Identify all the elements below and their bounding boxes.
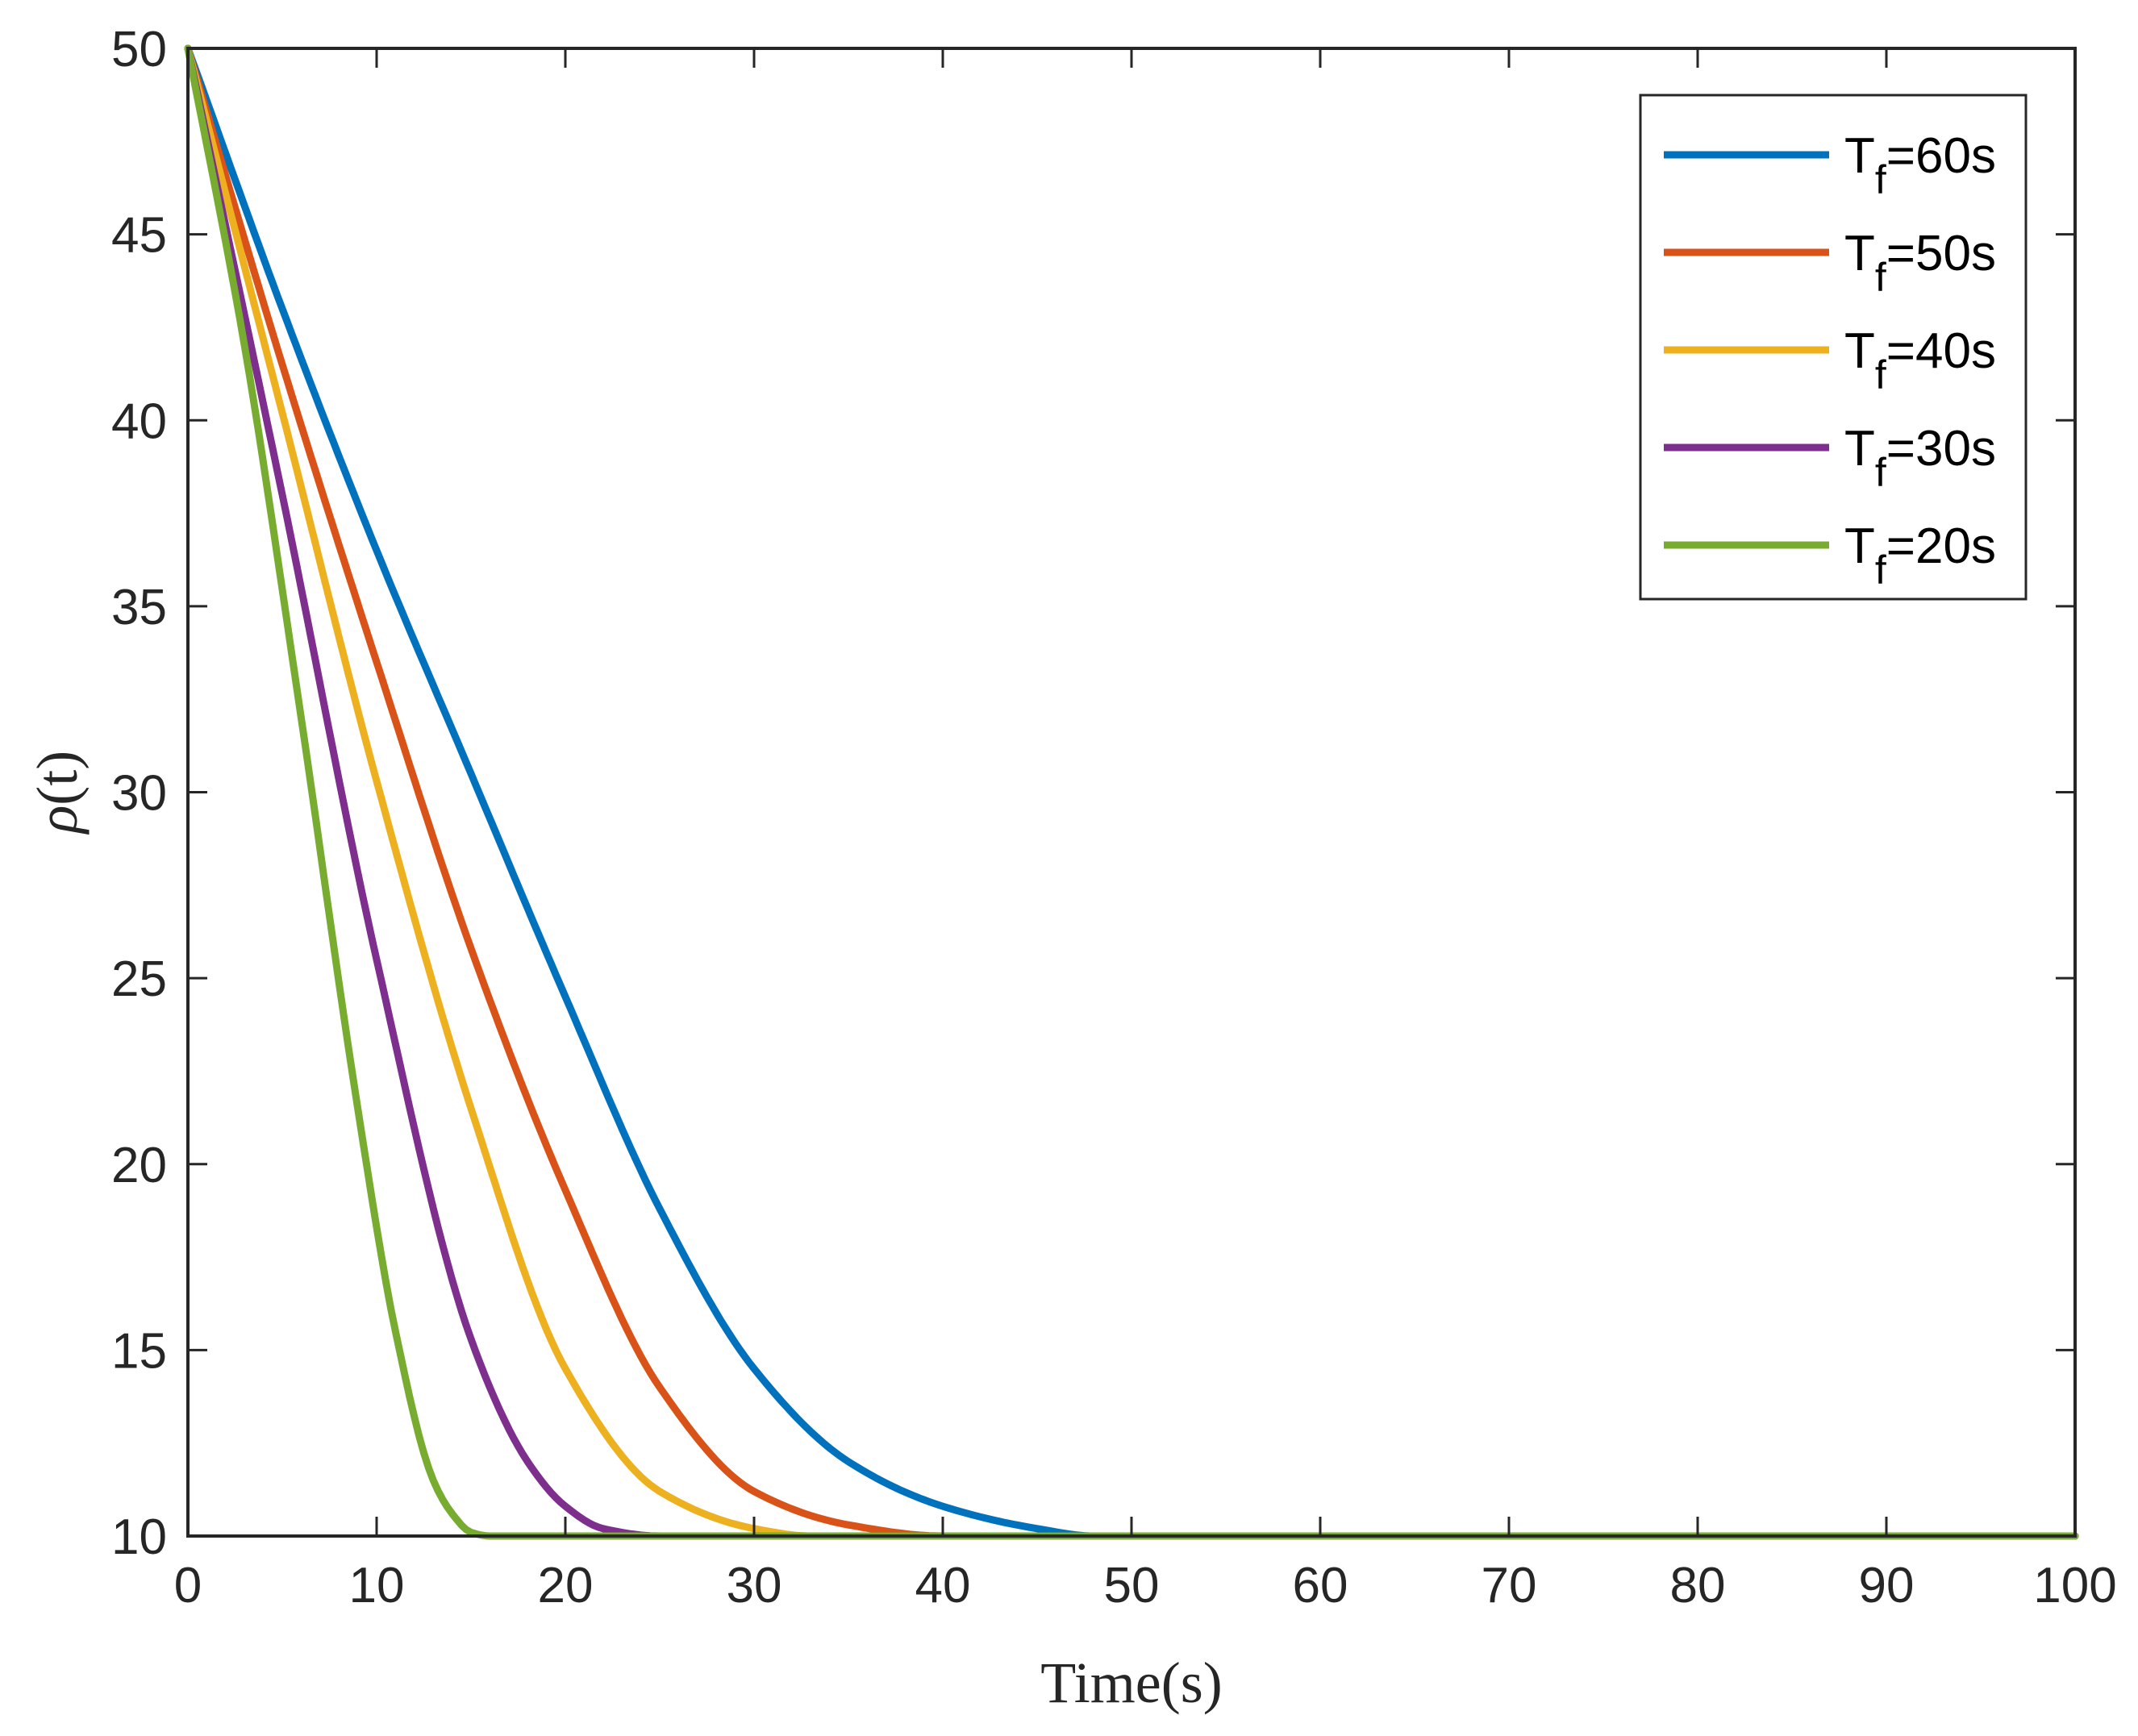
legend-label-main: T bbox=[1844, 128, 1875, 184]
y-tick-label: 25 bbox=[111, 951, 167, 1007]
legend-label: Tf=30s bbox=[1844, 421, 1996, 495]
legend-label-sub: f bbox=[1875, 255, 1886, 300]
y-axis-label-symbol: ρ bbox=[25, 806, 90, 835]
legend-label: Tf=40s bbox=[1844, 323, 1996, 398]
legend-label-main: T bbox=[1844, 518, 1875, 574]
x-tick-label: 50 bbox=[1104, 1558, 1160, 1613]
y-tick-label: 15 bbox=[111, 1323, 167, 1379]
x-tick-label: 60 bbox=[1293, 1558, 1348, 1613]
y-tick-label: 20 bbox=[111, 1138, 167, 1193]
legend-label-sub: f bbox=[1875, 157, 1886, 202]
y-axis-label-arg: (t) bbox=[25, 751, 90, 806]
legend-label-main: T bbox=[1844, 323, 1875, 379]
legend-label-rest: =20s bbox=[1886, 518, 1996, 574]
legend-label-rest: =50s bbox=[1886, 226, 1996, 281]
x-tick-label: 20 bbox=[538, 1558, 594, 1613]
legend-label-rest: =30s bbox=[1886, 421, 1996, 477]
legend-label-rest: =60s bbox=[1886, 128, 1996, 184]
legend-label-main: T bbox=[1844, 421, 1875, 477]
legend-label: Tf=20s bbox=[1844, 518, 1996, 593]
axis-ticks bbox=[186, 47, 2077, 1538]
y-tick-label: 10 bbox=[111, 1509, 167, 1565]
x-axis-label: Time(s) bbox=[1040, 1651, 1222, 1715]
y-tick-label: 50 bbox=[111, 22, 167, 77]
legend-label-sub: f bbox=[1875, 352, 1886, 398]
legend-label: Tf=60s bbox=[1844, 128, 1996, 202]
x-tick-label: 30 bbox=[727, 1558, 782, 1613]
legend-label-rest: =40s bbox=[1886, 323, 1996, 379]
legend-label-sub: f bbox=[1875, 450, 1886, 495]
x-tick-label: 40 bbox=[915, 1558, 971, 1613]
x-tick-label: 90 bbox=[1859, 1558, 1915, 1613]
y-tick-label: 35 bbox=[111, 580, 167, 635]
y-tick-label: 40 bbox=[111, 393, 167, 449]
y-axis-label: ρ(t) bbox=[25, 751, 90, 835]
x-tick-label: 70 bbox=[1482, 1558, 1537, 1613]
x-tick-label: 0 bbox=[174, 1558, 202, 1613]
legend-label-main: T bbox=[1844, 226, 1875, 281]
legend-label-sub: f bbox=[1875, 547, 1886, 593]
x-tick-label: 100 bbox=[2033, 1558, 2116, 1613]
x-tick-label: 80 bbox=[1670, 1558, 1726, 1613]
y-tick-label: 45 bbox=[111, 208, 167, 264]
y-tick-label: 30 bbox=[111, 766, 167, 822]
x-tick-label: 10 bbox=[349, 1558, 405, 1613]
legend-label: Tf=50s bbox=[1844, 226, 1996, 300]
